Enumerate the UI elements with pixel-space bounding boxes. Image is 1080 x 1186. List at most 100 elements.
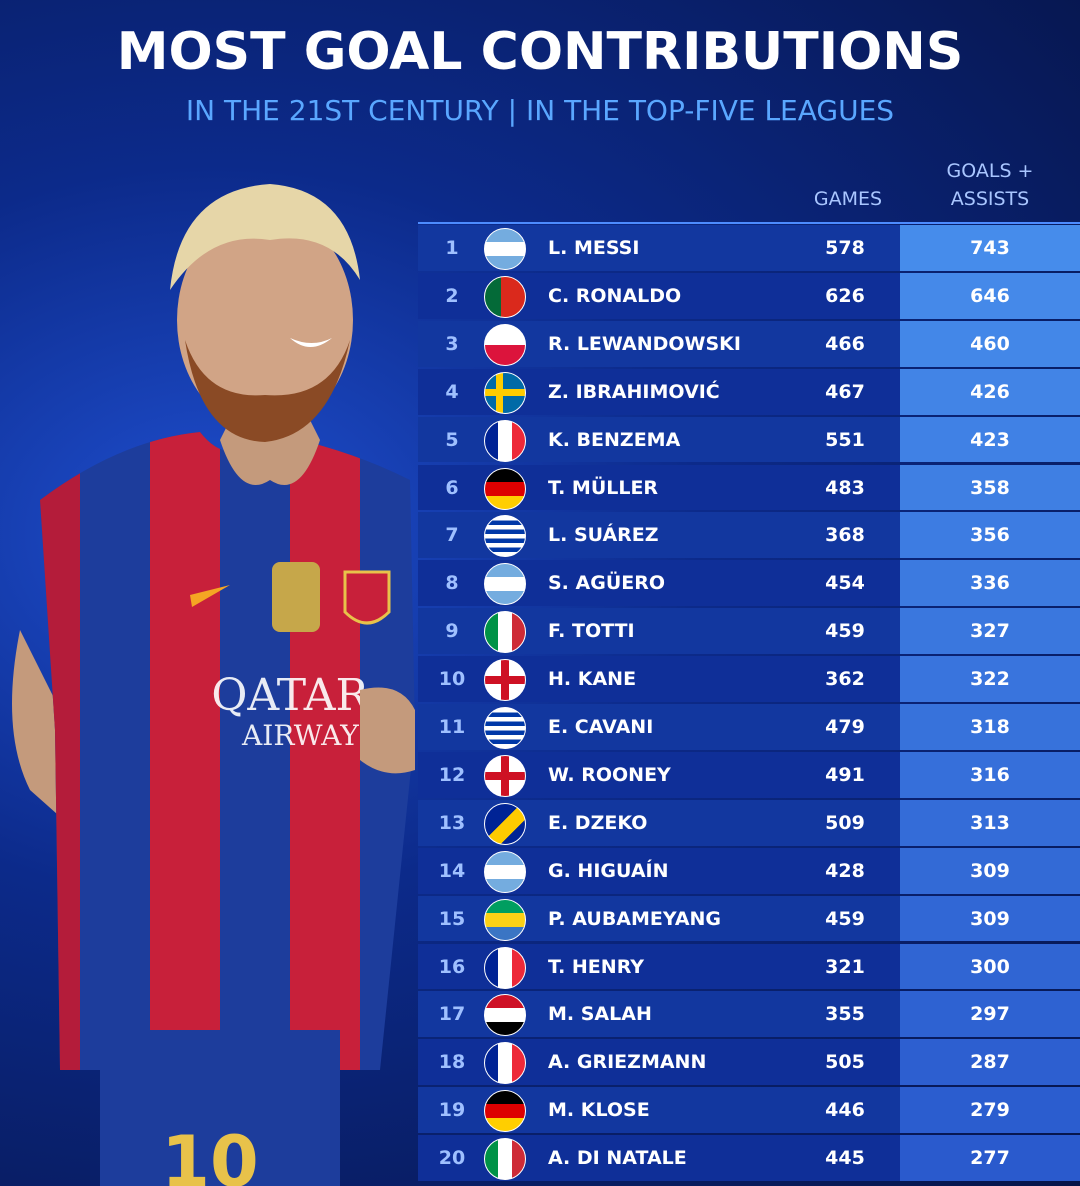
- highlight-cell: [900, 1087, 1080, 1134]
- games: 551: [825, 428, 865, 451]
- games: 483: [825, 476, 865, 499]
- highlight-cell: [900, 560, 1080, 607]
- table-row: 19 M. KLOSE 446 279: [418, 1086, 1080, 1134]
- player-name: E. CAVANI: [548, 716, 654, 738]
- highlight-cell: [900, 416, 1080, 463]
- goals-assists: 322: [970, 668, 1010, 691]
- flag-icon: [484, 1042, 526, 1085]
- games: 321: [825, 955, 865, 978]
- rank: 7: [445, 524, 459, 547]
- table-row: 17 M. SALAH 355 297: [418, 990, 1080, 1038]
- player-name: P. AUBAMEYANG: [548, 907, 722, 930]
- highlight-cell: [900, 608, 1080, 655]
- highlight-cell: [900, 751, 1080, 798]
- table-row: 6 T. MÜLLER 483 358: [418, 464, 1080, 512]
- player-name: F. TOTTI: [548, 620, 635, 643]
- highlight-cell: [900, 225, 1080, 271]
- rank: 13: [438, 811, 466, 834]
- flag-icon: [484, 563, 526, 606]
- player-name: M. SALAH: [548, 1003, 652, 1026]
- games: 428: [825, 859, 865, 882]
- rank: 4: [445, 380, 459, 403]
- rank: 12: [438, 763, 466, 786]
- table-row: 13 E. DZEKO 509 313: [418, 799, 1080, 847]
- goals-assists: 277: [970, 1147, 1010, 1170]
- rank: 16: [438, 955, 466, 978]
- player-name: A. DI NATALE: [548, 1147, 687, 1170]
- ranking-table: 1 L. MESSI 578 743 2 C. RONALDO 626 646 3 R. LEWA…: [418, 222, 1080, 1182]
- flag-icon: [484, 419, 526, 462]
- flag-icon: [484, 323, 526, 366]
- highlight-cell: [900, 320, 1080, 367]
- goals-assists: 426: [970, 380, 1010, 403]
- highlight-cell: [900, 512, 1080, 559]
- highlight-cell: [900, 656, 1080, 702]
- rank: 8: [445, 572, 459, 595]
- goals-assists: 279: [970, 1099, 1010, 1122]
- rank: 10: [438, 668, 466, 691]
- highlight-cell: [900, 943, 1080, 990]
- table-row: 16 T. HENRY 321 300: [418, 943, 1080, 991]
- games: 626: [825, 284, 865, 307]
- rank: 20: [438, 1147, 466, 1170]
- highlight-cell: [900, 368, 1080, 415]
- table-row: 4 Z. IBRAHIMOVIĆ 467 426: [418, 368, 1080, 416]
- table-row: 11 E. CAVANI 479 318: [418, 703, 1080, 751]
- table-row: 2 C. RONALDO 626 646: [418, 272, 1080, 320]
- goals-assists: 423: [970, 428, 1010, 451]
- games: 578: [825, 237, 865, 259]
- goals-assists: 318: [970, 716, 1010, 738]
- column-header: GAMES: [813, 188, 883, 210]
- title: MOST GOAL CONTRIBUTIONS: [116, 22, 964, 82]
- player-name: G. HIGUAÍN: [548, 859, 669, 882]
- player-name: R. LEWANDOWSKI: [548, 332, 741, 355]
- games: 467: [825, 380, 865, 403]
- flag-icon: [484, 1090, 526, 1133]
- table-row: 15 P. AUBAMEYANG 459 309: [418, 895, 1080, 943]
- column-header: GOALS + ASSISTS: [946, 160, 1034, 210]
- flag-icon: [484, 659, 526, 702]
- highlight-cell: [900, 799, 1080, 846]
- highlight-cell: [900, 464, 1080, 511]
- games: 454: [825, 572, 865, 595]
- rank: 5: [445, 428, 459, 451]
- table-row: 3 R. LEWANDOWSKI 466 460: [418, 320, 1080, 368]
- goals-assists: 287: [970, 1051, 1010, 1074]
- flag-icon: [484, 898, 526, 941]
- highlight-cell: [900, 704, 1080, 750]
- table-row: 1 L. MESSI 578 743: [418, 224, 1080, 272]
- player-illustration: QATAR AIRWAYS 10: [12, 184, 415, 1186]
- games: 466: [825, 332, 865, 355]
- rank: 14: [438, 859, 466, 882]
- goals-assists: 300: [970, 955, 1010, 978]
- goals-assists: 309: [970, 907, 1010, 930]
- games: 479: [825, 716, 865, 738]
- goals-assists: 313: [970, 811, 1010, 834]
- games: 445: [825, 1147, 865, 1170]
- games: 459: [825, 907, 865, 930]
- player-name: H. KANE: [548, 668, 637, 691]
- player-name: K. BENZEMA: [548, 428, 681, 451]
- player-name: E. DZEKO: [548, 811, 648, 834]
- goals-assists: 327: [970, 620, 1010, 643]
- goals-assists: 358: [970, 476, 1010, 499]
- goals-assists: 460: [970, 332, 1010, 355]
- games: 491: [825, 763, 865, 786]
- highlight-cell: [900, 272, 1080, 319]
- highlight-cell: [900, 991, 1080, 1038]
- table-row: 5 K. BENZEMA 551 423: [418, 416, 1080, 464]
- table-row: 18 A. GRIEZMANN 505 287: [418, 1038, 1080, 1086]
- games: 459: [825, 620, 865, 643]
- rank: 17: [438, 1003, 466, 1026]
- table-row: 14 G. HIGUAÍN 428 309: [418, 847, 1080, 895]
- player-name: T. HENRY: [548, 955, 645, 978]
- flag-icon: [484, 946, 526, 989]
- player-name: C. RONALDO: [548, 284, 682, 307]
- flag-icon: [484, 994, 526, 1037]
- flag-icon: [484, 754, 526, 797]
- flag-icon: [484, 275, 526, 318]
- flag-icon: [484, 850, 526, 893]
- player-name: A. GRIEZMANN: [548, 1051, 707, 1074]
- games: 509: [825, 811, 865, 834]
